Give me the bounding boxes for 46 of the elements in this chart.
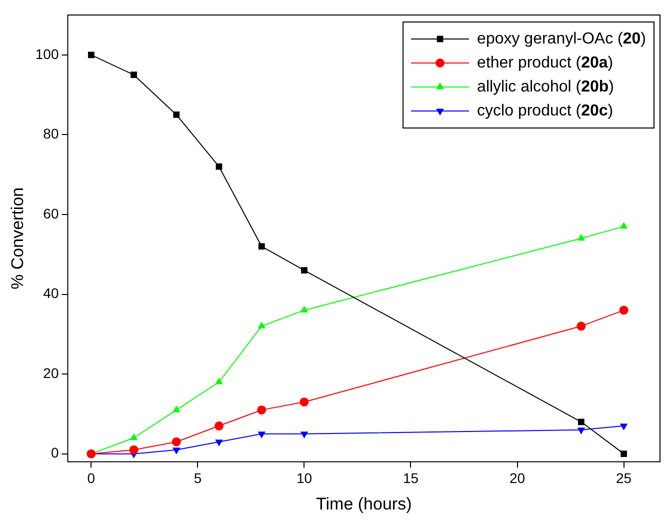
x-axis-title: Time (hours) <box>316 494 412 514</box>
x-tick-label: 15 <box>402 470 419 486</box>
point <box>172 448 180 454</box>
x-tick-label: 25 <box>616 470 632 486</box>
point <box>257 405 266 414</box>
point <box>215 440 223 446</box>
x-tick-label: 5 <box>194 470 202 486</box>
point <box>577 234 586 241</box>
point <box>301 267 308 274</box>
point <box>173 112 180 118</box>
point <box>130 433 138 440</box>
point <box>620 450 627 458</box>
point <box>300 306 308 312</box>
point <box>578 418 584 426</box>
point <box>300 397 309 406</box>
y-tick-label: 0 <box>50 444 59 461</box>
point <box>258 322 266 328</box>
y-tick-label: 40 <box>43 285 59 302</box>
point <box>620 424 628 430</box>
x-tick-label: 20 <box>509 470 526 486</box>
point <box>215 378 223 384</box>
point <box>258 243 265 250</box>
point <box>172 405 180 412</box>
x-tick-label: 0 <box>87 470 96 486</box>
point <box>130 72 137 78</box>
y-tick-label: 100 <box>35 46 59 62</box>
point <box>129 445 138 454</box>
point <box>300 432 308 438</box>
legend-label: cyclo product (20c) <box>477 102 614 120</box>
point <box>216 163 222 170</box>
point <box>577 428 586 434</box>
legend-label: allylic alcohol (20b) <box>477 78 614 96</box>
point <box>620 222 628 229</box>
point <box>576 322 586 331</box>
y-axis-title: % Convertion <box>8 187 27 290</box>
y-tick-label: 20 <box>43 364 59 381</box>
point <box>172 437 181 446</box>
y-tick-label: 80 <box>43 126 59 142</box>
point <box>619 306 628 315</box>
y-tick-label: 60 <box>43 205 59 222</box>
legend-label: ether product (20a) <box>477 54 614 72</box>
point <box>214 421 224 430</box>
point <box>258 432 266 438</box>
x-tick-label: 10 <box>296 470 312 486</box>
point <box>88 52 94 58</box>
legend-label: epoxy geranyl-OAc (20) <box>477 30 646 48</box>
